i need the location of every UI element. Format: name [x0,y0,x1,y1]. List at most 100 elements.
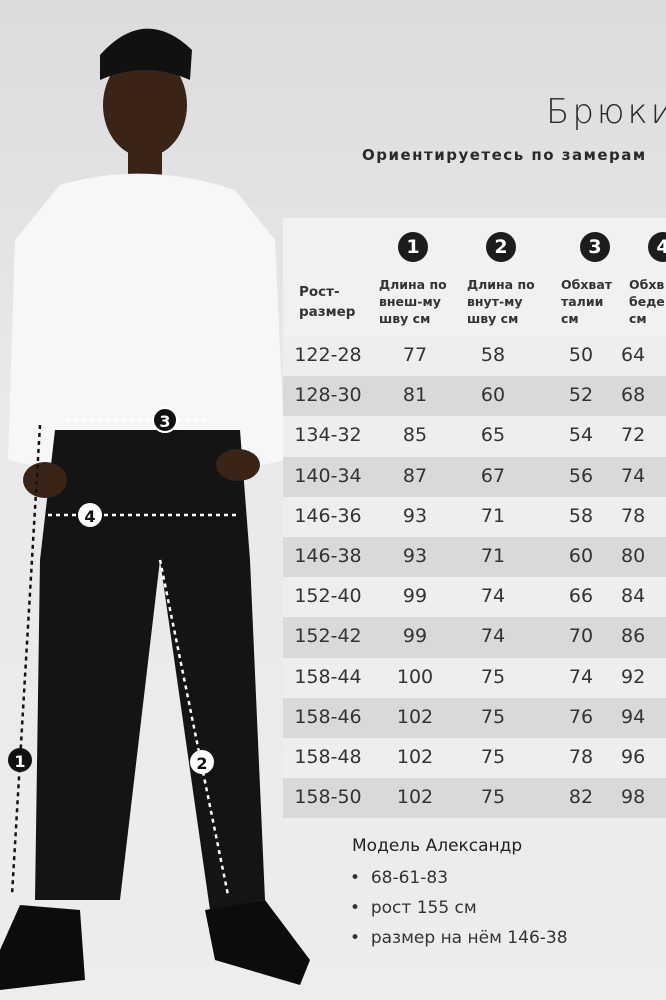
table-cell: 74 [621,464,646,487]
model-photo: 3 4 2 1 [0,28,310,990]
table-row: 158-44 100 75 74 92 [283,657,666,698]
table-row: 122-28 77 58 50 64 [283,336,666,377]
table-row: 158-48 102 75 78 96 [283,737,666,779]
table-cell: 78 [621,504,646,527]
bullet-text: рост 155 см [370,898,477,918]
svg-text:3: 3 [159,412,170,431]
table-row: 152-42 99 74 70 86 [283,617,666,658]
table-row: 146-36 93 71 58 78 [283,496,666,537]
table-cell: 74 [568,665,594,688]
table-cell: 60 [480,384,506,407]
table-cell: 60 [568,544,594,567]
table-cell: 84 [621,585,646,608]
table-cell: 86 [621,625,646,648]
table-cell: 158-46 [294,705,362,728]
model-bullet: • размер на нём 146-38 [350,928,568,948]
table-row: 140-34 87 67 56 74 [283,456,666,497]
table-cell: 66 [568,585,594,608]
table-cell: 82 [568,786,594,809]
model-title: Модель Александр [352,836,523,856]
model-bullet: • 68-61-83 [350,868,449,888]
bullet-text: размер на нём 146-38 [370,928,568,948]
table-row: 158-46 102 75 76 94 [283,697,666,738]
table-cell: 102 [396,786,434,809]
table-cell: 75 [480,665,506,688]
marker-1: 1 [8,748,32,772]
marker-3: 3 [152,407,178,433]
table-cell: 140-34 [294,464,362,487]
table-cell: 74 [480,625,506,648]
table-cell: 70 [568,625,594,648]
table-cell: 58 [480,344,506,366]
table-cell: 72 [621,424,646,447]
table-header: Рост- размер 1 Длина по внеш-му шву см 2 Дл… [283,218,666,336]
table-cell: 71 [480,504,506,527]
size-table: Рост- размер 1 Длина по внеш-му шву см 2 Дл… [283,218,666,819]
table-cell: 75 [480,786,506,809]
column-number-4: 4 [648,232,666,262]
table-row: 158-50 102 75 82 98 [283,778,666,819]
table-cell: 152-42 [294,625,362,648]
table-cell: 96 [621,745,646,768]
table-cell: 158-48 [294,745,362,768]
model-bullet: • рост 155 см [350,898,477,918]
column-header: Длина по внеш-му шву см [379,277,447,326]
table-cell: 56 [568,464,594,487]
header-size: Рост- размер [299,284,356,320]
table-cell: 68 [621,384,646,407]
table-cell: 71 [480,544,506,567]
table-cell: 85 [402,424,428,447]
column-header: Длина по внут-му шву см [467,277,535,326]
table-cell: 93 [402,544,428,567]
table-cell: 134-32 [294,424,362,447]
table-cell: 64 [621,344,646,366]
table-cell: 93 [402,504,428,527]
table-cell: 81 [402,384,428,407]
svg-text:4: 4 [84,507,95,526]
table-cell: 102 [396,745,434,768]
bullet-text: 68-61-83 [370,868,449,888]
table-cell: 67 [480,464,506,487]
column-number-2: 2 [486,232,516,262]
table-cell: 146-38 [294,544,362,567]
table-cell: 87 [402,464,428,487]
table-row: 152-40 99 74 66 84 [283,577,666,618]
table-row: 134-32 85 65 54 72 [283,416,666,457]
table-cell: 146-36 [294,504,362,527]
table-cell: 122-28 [294,344,362,366]
column-header: Обхват талии см [561,277,613,326]
table-row: 146-38 93 71 60 80 [283,536,666,578]
svg-text:1: 1 [14,752,25,771]
table-cell: 100 [396,665,434,688]
table-cell: 52 [568,384,594,407]
column-number-1: 1 [398,232,428,262]
marker-4: 4 [78,503,102,527]
subtitle: Ориентируетесь по замерам [362,146,647,164]
table-cell: 75 [480,705,506,728]
table-cell: 98 [621,786,646,809]
table-cell: 102 [396,705,434,728]
table-row: 128-30 81 60 52 68 [283,376,666,417]
table-cell: 50 [568,344,594,366]
table-cell: 77 [402,344,428,366]
table-cell: 76 [568,705,594,728]
table-cell: 80 [621,544,646,567]
table-cell: 152-40 [294,585,362,608]
table-cell: 65 [480,424,506,447]
table-cell: 78 [568,745,594,768]
table-cell: 158-50 [294,786,362,809]
table-cell: 74 [480,585,506,608]
table-cell: 128-30 [294,384,362,407]
column-header: Обхв беде см [629,277,665,326]
table-cell: 94 [621,705,646,728]
table-cell: 99 [402,625,428,648]
table-cell: 158-44 [294,665,362,688]
table-cell: 75 [480,745,506,768]
page-title: Брюки [546,92,666,132]
marker-2: 2 [190,750,214,774]
table-cell: 92 [621,665,646,688]
table-cell: 54 [568,424,594,447]
svg-text:2: 2 [196,754,207,773]
table-cell: 58 [568,504,594,527]
column-number-3: 3 [580,232,610,262]
